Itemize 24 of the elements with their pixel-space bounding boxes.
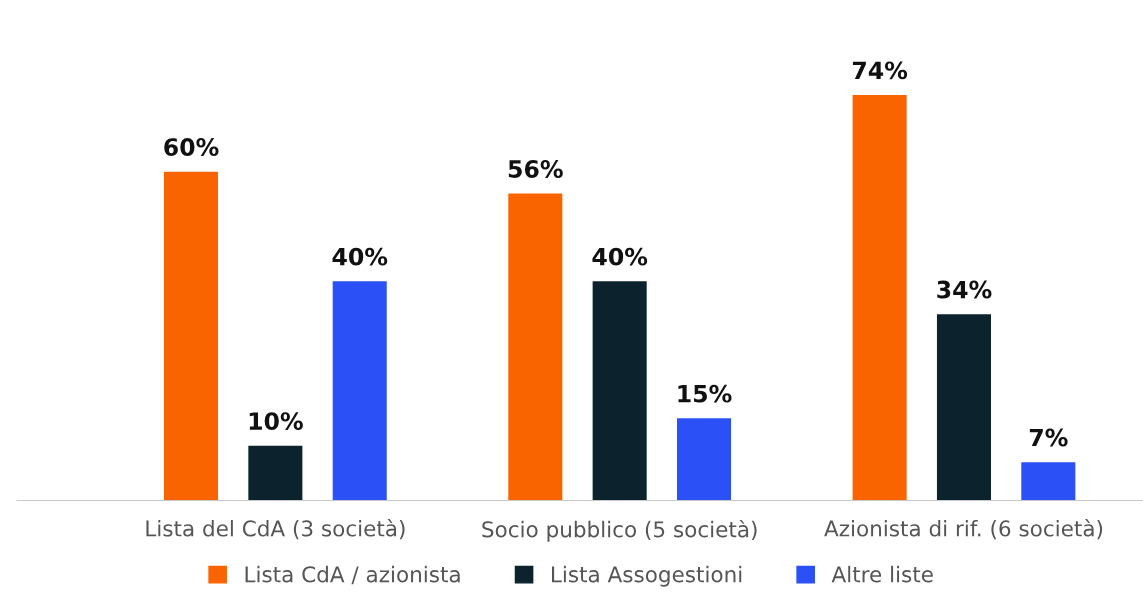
bar <box>676 418 732 501</box>
data-label: 40% <box>332 247 388 266</box>
data-label: 40% <box>592 247 648 266</box>
bar <box>1021 462 1076 501</box>
data-label: 7% <box>1029 428 1068 447</box>
x-tick-label: Azionista di rif. (6 società) <box>824 519 1103 540</box>
bar <box>508 193 563 501</box>
bar <box>248 445 303 501</box>
data-label: 60% <box>164 138 219 156</box>
legend-label: Lista CdA / azionista <box>245 565 460 585</box>
bar <box>332 281 387 501</box>
bar <box>592 281 647 501</box>
data-label: 34% <box>937 280 992 299</box>
legend-label: Altre liste <box>831 565 933 583</box>
bar <box>936 314 991 501</box>
bar <box>163 171 219 501</box>
data-label: 74% <box>852 61 908 80</box>
legend-label: Lista Assogestioni <box>552 565 742 587</box>
data-label: 15% <box>678 384 732 403</box>
x-tick-label: Lista del CdA (3 società) <box>146 519 405 540</box>
bar <box>852 94 907 501</box>
data-label: 10% <box>249 412 303 430</box>
x-tick-label: Socio pubblico (5 società) <box>482 519 757 542</box>
data-label: 56% <box>508 160 563 178</box>
